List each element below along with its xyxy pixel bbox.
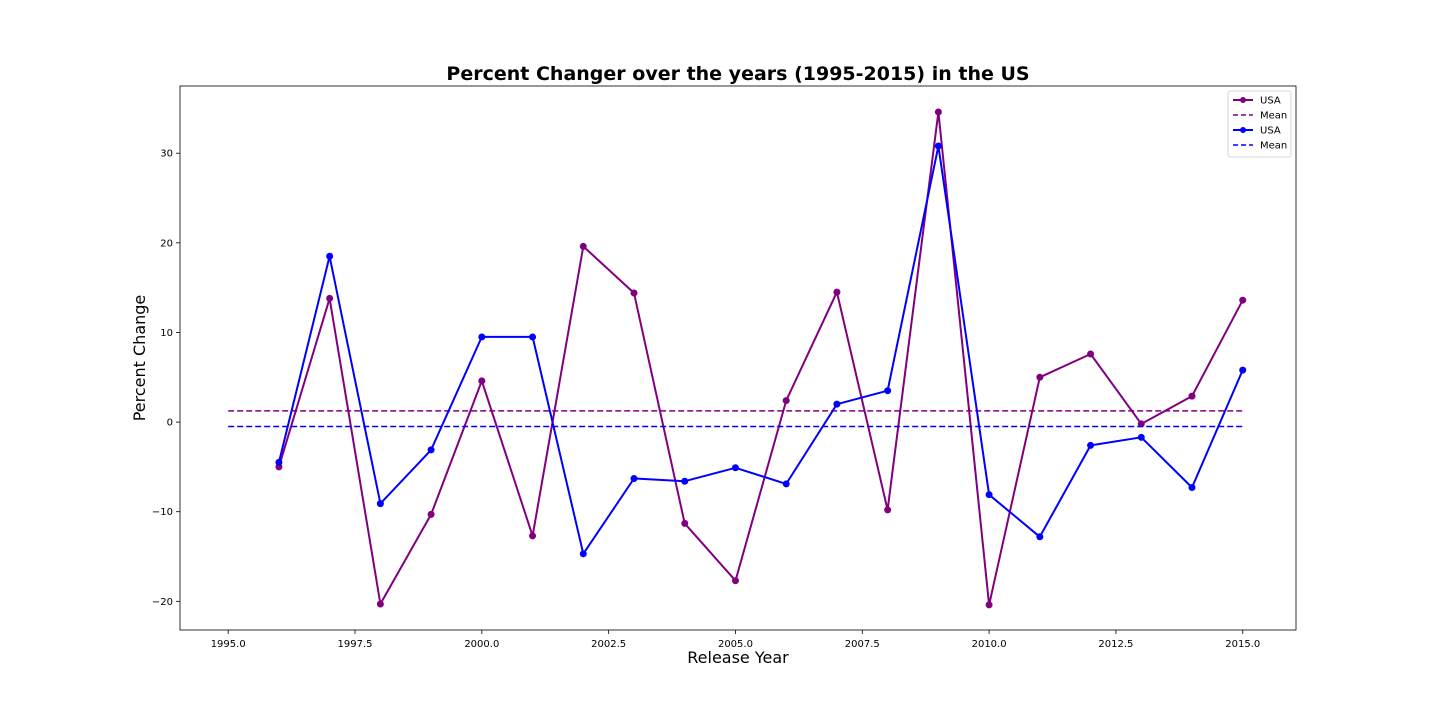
y-tick-label-3: 10 <box>160 328 173 339</box>
data-point-0-10 <box>782 397 790 405</box>
plot-frame <box>179 85 1297 631</box>
data-point-2-15 <box>1036 533 1044 541</box>
data-point-2-16 <box>1087 441 1095 449</box>
data-point-0-9 <box>731 577 739 585</box>
x-tick-label-4: 2005.0 <box>718 639 753 650</box>
data-point-2-10 <box>782 480 790 488</box>
legend-label-2: USA <box>1260 126 1281 137</box>
data-point-2-13 <box>934 142 942 150</box>
x-tick-label-0: 1995.0 <box>211 639 246 650</box>
data-point-0-6 <box>579 242 587 250</box>
data-point-2-1 <box>326 252 334 260</box>
legend-label-3: Mean <box>1260 141 1287 152</box>
x-tick-label-6: 2010.0 <box>972 639 1007 650</box>
legend-marker-2 <box>1240 127 1246 133</box>
data-point-0-15 <box>1036 373 1044 381</box>
data-point-2-9 <box>731 464 739 472</box>
data-point-2-7 <box>630 475 638 483</box>
legend-label-1: Mean <box>1260 111 1287 122</box>
data-point-2-17 <box>1137 433 1145 441</box>
x-tick-label-5: 2007.5 <box>845 639 880 650</box>
x-tick-label-3: 2002.5 <box>591 639 626 650</box>
data-point-2-6 <box>579 550 587 558</box>
series-line-0 <box>277 111 1244 606</box>
legend: USA Mean USA Mean <box>1227 90 1292 158</box>
data-point-0-14 <box>985 601 993 609</box>
x-axis-label: Release Year <box>687 648 789 667</box>
axes: 1995.0 1997.5 2000.0 2002.5 2005.0 2007.5 2010… <box>152 149 1260 650</box>
data-point-2-4 <box>478 333 486 341</box>
y-tick-label-4: 20 <box>160 238 173 249</box>
data-point-0-18 <box>1188 392 1196 400</box>
y-tick-label-2: 0 <box>167 418 173 429</box>
data-point-0-3 <box>427 510 435 518</box>
data-point-0-11 <box>833 288 841 296</box>
data-point-0-7 <box>630 289 638 297</box>
data-point-2-3 <box>427 446 435 454</box>
data-point-2-11 <box>833 400 841 408</box>
legend-label-0: USA <box>1260 96 1281 107</box>
y-tick-label-1: −10 <box>152 507 173 518</box>
data-point-2-18 <box>1188 484 1196 492</box>
x-tick-label-7: 2012.5 <box>1098 639 1133 650</box>
data-point-2-14 <box>985 491 993 499</box>
data-point-2-5 <box>529 333 537 341</box>
legend-box <box>1227 90 1292 158</box>
data-point-0-1 <box>326 294 334 302</box>
y-tick-label-5: 30 <box>160 149 173 160</box>
data-point-2-0 <box>275 458 283 466</box>
data-point-0-2 <box>376 600 384 608</box>
x-tick-label-2: 2000.0 <box>464 639 499 650</box>
x-tick-label-8: 2015.0 <box>1225 639 1260 650</box>
x-tick-label-1: 1997.5 <box>338 639 373 650</box>
data-point-0-16 <box>1087 350 1095 358</box>
y-tick-label-0: −20 <box>152 597 173 608</box>
plot-area <box>228 108 1247 609</box>
data-point-0-8 <box>681 519 689 527</box>
data-point-0-12 <box>884 506 892 514</box>
chart-title: Percent Changer over the years (1995-201… <box>446 63 1029 85</box>
data-point-0-13 <box>934 108 942 116</box>
data-point-0-4 <box>478 377 486 385</box>
data-point-2-19 <box>1239 366 1247 374</box>
data-point-0-5 <box>529 532 537 540</box>
data-point-2-8 <box>681 477 689 485</box>
y-axis-label: Percent Change <box>130 295 149 422</box>
data-point-0-17 <box>1137 420 1145 428</box>
legend-marker-0 <box>1240 97 1246 103</box>
series-line-2 <box>277 145 1244 555</box>
data-point-0-19 <box>1239 296 1247 304</box>
data-point-2-2 <box>376 500 384 508</box>
data-point-2-12 <box>884 387 892 395</box>
